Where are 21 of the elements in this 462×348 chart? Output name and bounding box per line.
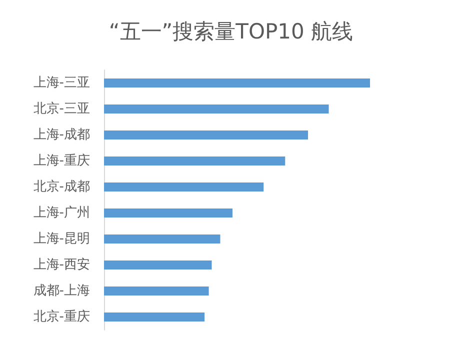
bar [104, 156, 286, 166]
y-tick-label: 上海-重庆 [33, 154, 90, 168]
y-tick-label: 上海-三亚 [33, 76, 90, 90]
chart-title: “五一”搜索量TOP10 航线 [108, 20, 354, 44]
bar [104, 78, 370, 88]
y-tick-label: 上海-昆明 [33, 232, 90, 246]
y-tick-label: 北京-重庆 [33, 310, 90, 324]
bar [104, 260, 212, 270]
bar [104, 312, 205, 322]
bar [104, 208, 232, 218]
y-tick-label: 成都-上海 [33, 284, 90, 298]
y-tick-label: 上海-西安 [33, 256, 90, 272]
bar [104, 130, 308, 140]
y-tick-label: 北京-成都 [33, 180, 90, 194]
bar [104, 286, 209, 296]
bar [104, 234, 220, 244]
bar [104, 104, 329, 114]
y-tick-label: 上海-成都 [33, 128, 90, 142]
y-tick-label: 北京-三亚 [33, 102, 90, 116]
y-tick-label: 上海-广州 [33, 206, 90, 220]
bar [104, 182, 264, 192]
